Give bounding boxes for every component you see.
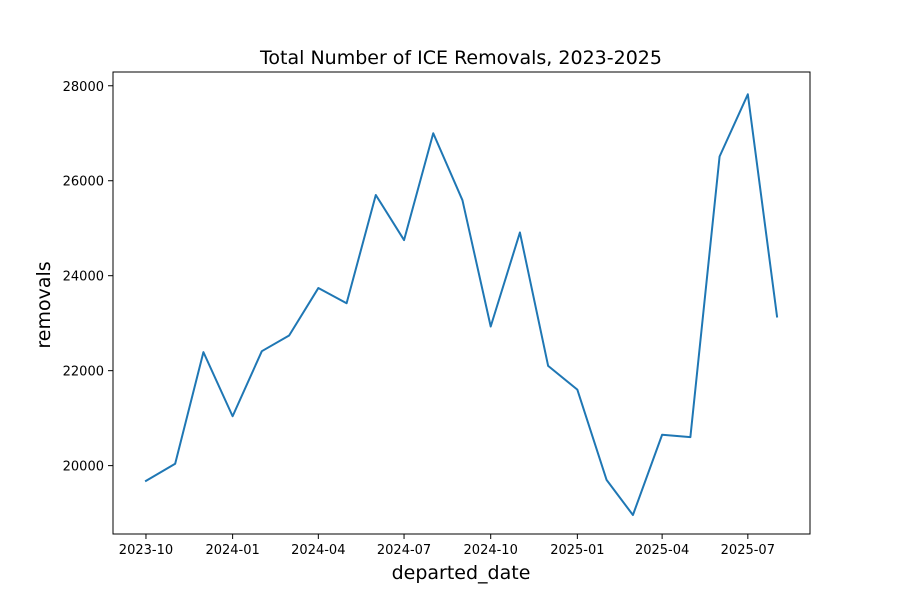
y-tick-label: 22000 <box>63 365 104 380</box>
x-tick-label: 2024-04 <box>291 543 345 558</box>
series-layer <box>144 93 779 517</box>
y-tick-label: 26000 <box>63 175 104 190</box>
x-tick-label: 2024-07 <box>377 543 431 558</box>
series-line <box>144 93 779 517</box>
x-tick-label: 2025-04 <box>635 543 689 558</box>
x-tick-label: 2024-10 <box>464 543 518 558</box>
y-axis-label: removals <box>33 261 55 348</box>
plot-frame <box>112 71 811 535</box>
x-tick-label: 2024-01 <box>205 543 259 558</box>
chart-title: Total Number of ICE Removals, 2023-2025 <box>259 47 662 69</box>
x-tick-label: 2025-01 <box>550 543 604 558</box>
x-tick-label: 2025-07 <box>721 543 775 558</box>
x-tick-label: 2023-10 <box>119 543 173 558</box>
axis-ticks: 2023-10 2024-01 2024-04 2024-07 2024-10 2025-… <box>63 80 775 558</box>
x-axis-label: departed_date <box>392 562 531 584</box>
y-tick-label: 24000 <box>63 270 104 285</box>
y-tick-label: 20000 <box>63 460 104 475</box>
y-tick-label: 28000 <box>63 80 104 95</box>
